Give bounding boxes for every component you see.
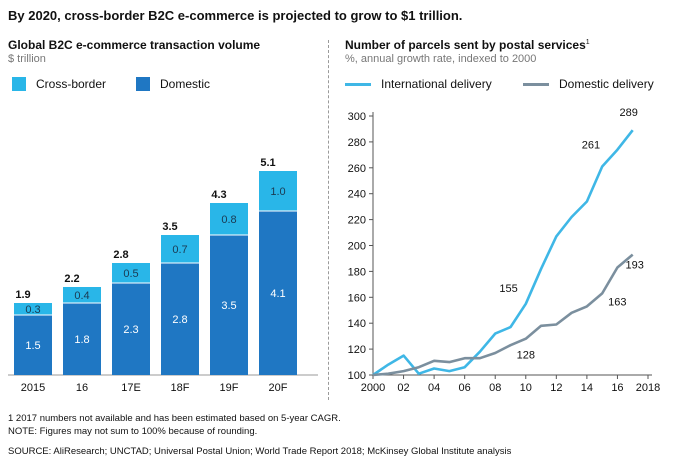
- legend-international: International delivery: [345, 77, 492, 91]
- bar-domestic-16: [63, 303, 101, 375]
- bar-cross-border-2015: [14, 303, 52, 315]
- bar-category-20F: 20F: [269, 382, 288, 394]
- x-tick-label-12: 12: [550, 382, 562, 394]
- bar-chart-subtitle: $ trillion: [8, 53, 46, 65]
- annotation-international-2017: 289: [620, 107, 638, 119]
- annotation-domestic-2017: 193: [626, 260, 644, 272]
- line-chart-subtitle: %, annual growth rate, indexed to 2000: [345, 53, 537, 65]
- line-chart-title-footnote: 1: [585, 39, 590, 46]
- bar-chart: 1.5 0.3 1.9 2015 1.8 0.4 2.2 16 2.3 0.5 2.8 17E 2.8 0…: [8, 157, 318, 394]
- line-chart-title-text: Number of parcels sent by postal service…: [345, 38, 586, 52]
- y-tick-label-260: 260: [348, 163, 366, 175]
- x-tick-label-06: 06: [459, 382, 471, 394]
- x-tick-label-02: 02: [397, 382, 409, 394]
- bar-label-domestic-18F: 2.8: [172, 314, 187, 326]
- legend-cross-border: Cross-border: [12, 77, 106, 91]
- x-tick-label-04: 04: [428, 382, 440, 394]
- bar-total-16: 2.2: [64, 273, 79, 285]
- bar-category-17E: 17E: [121, 382, 141, 394]
- x-tick-label-16: 16: [611, 382, 623, 394]
- bar-cross-border-19F: [210, 203, 248, 235]
- y-tick-label-280: 280: [348, 137, 366, 149]
- legend-line-domestic-delivery: [523, 82, 549, 86]
- annotation-international-2015: 261: [582, 140, 600, 152]
- x-tick-label-14: 14: [581, 382, 593, 394]
- bar-cross-border-20F: [259, 171, 297, 211]
- bar-label-domestic-16: 1.8: [74, 334, 89, 346]
- legend-domestic-delivery: Domestic delivery: [523, 77, 654, 91]
- legend-domestic: Domestic: [136, 77, 210, 91]
- bar-category-19F: 19F: [220, 382, 239, 394]
- y-tick-label-200: 200: [348, 241, 366, 253]
- bar-total-18F: 3.5: [162, 221, 177, 233]
- legend-label-domestic: Domestic: [160, 77, 211, 91]
- bar-cross-border-17E: [112, 263, 150, 283]
- bar-label-domestic-2015: 1.5: [25, 340, 40, 352]
- bar-cross-border-16: [63, 287, 101, 303]
- bar-label-cross-border-2015: 0.3: [25, 304, 40, 316]
- bar-domestic-17E: [112, 283, 150, 375]
- bar-chart-title: Global B2C e-commerce transaction volume: [8, 38, 261, 52]
- legend-label-international: International delivery: [381, 77, 492, 91]
- bar-category-16: 16: [76, 382, 88, 394]
- legend-label-domestic-delivery: Domestic delivery: [559, 77, 654, 91]
- x-tick-label-08: 08: [489, 382, 501, 394]
- x-tick-label-2000: 2000: [361, 382, 385, 394]
- bar-total-20F: 5.1: [260, 157, 275, 169]
- y-tick-label-240: 240: [348, 189, 366, 201]
- bar-domestic-19F: [210, 235, 248, 375]
- bar-domestic-20F: [259, 211, 297, 375]
- footnote-note: NOTE: Figures may not sum to 100% becaus…: [8, 426, 258, 437]
- y-tick-label-120: 120: [348, 344, 366, 356]
- bar-domestic-2015: [14, 315, 52, 375]
- footnote-source: SOURCE: AliResearch; UNCTAD; Universal P…: [8, 446, 512, 457]
- y-tick-label-140: 140: [348, 318, 366, 330]
- bar-category-2015: 2015: [21, 382, 45, 394]
- y-tick-label-180: 180: [348, 266, 366, 278]
- bar-cross-border-18F: [161, 235, 199, 263]
- bar-label-domestic-20F: 4.1: [270, 288, 285, 300]
- bar-label-domestic-19F: 3.5: [221, 300, 236, 312]
- annotation-domestic-2015: 163: [608, 296, 626, 308]
- annotation-domestic-2010: 128: [517, 350, 535, 362]
- y-tick-label-300: 300: [348, 111, 366, 123]
- annotation-international-2010: 155: [499, 283, 517, 295]
- bar-label-cross-border-19F: 0.8: [221, 214, 236, 226]
- bar-label-cross-border-17E: 0.5: [123, 268, 138, 280]
- bar-label-cross-border-18F: 0.7: [172, 244, 187, 256]
- y-tick-label-220: 220: [348, 215, 366, 227]
- line-chart-title: Number of parcels sent by postal service…: [345, 38, 590, 52]
- legend-swatch-cross-border: [12, 77, 26, 91]
- y-tick-label-160: 160: [348, 292, 366, 304]
- line-domestic-delivery: [372, 253, 634, 377]
- legend-swatch-domestic: [136, 77, 150, 91]
- bar-total-19F: 4.3: [211, 189, 226, 201]
- x-tick-label-10: 10: [520, 382, 532, 394]
- bar-label-cross-border-16: 0.4: [74, 290, 89, 302]
- bar-label-domestic-17E: 2.3: [123, 324, 138, 336]
- bar-label-cross-border-20F: 1.0: [270, 186, 285, 198]
- line-chart: 100 120 140 160 180 200 220 240 260 280 300 2000 02 0…: [348, 107, 661, 394]
- bar-total-2015: 1.9: [15, 289, 30, 301]
- footnote-1: 1 2017 numbers not available and has bee…: [8, 413, 341, 424]
- headline: By 2020, cross-border B2C e-commerce is …: [8, 8, 463, 23]
- bar-total-17E: 2.8: [113, 249, 128, 261]
- panel-divider: [328, 40, 329, 400]
- line-international-delivery: [372, 129, 634, 377]
- y-tick-label-100: 100: [348, 370, 366, 382]
- legend-line-international: [345, 82, 371, 86]
- bar-category-18F: 18F: [171, 382, 190, 394]
- legend-label-cross-border: Cross-border: [36, 77, 107, 91]
- x-tick-label-2018: 2018: [636, 382, 660, 394]
- bar-domestic-18F: [161, 263, 199, 375]
